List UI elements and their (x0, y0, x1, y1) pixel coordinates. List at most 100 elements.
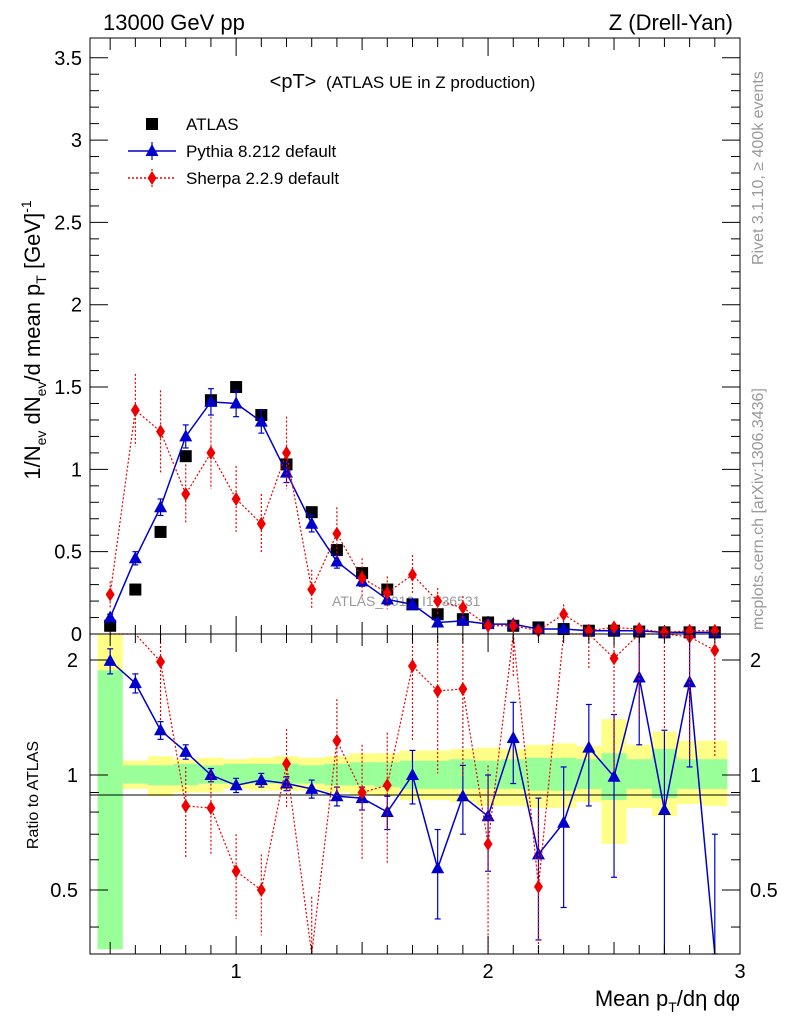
sherpa-point (382, 585, 392, 600)
legend: ATLAS Pythia 8.212 default Sherpa 2.2.9 de… (128, 115, 339, 188)
pythia-ratio-point (607, 769, 621, 782)
x-tick-label: 3 (734, 961, 745, 983)
x-tick-label: 2 (482, 961, 493, 983)
y-tick-label-right: 0.5 (750, 880, 778, 902)
header-right: Z (Drell-Yan) (609, 10, 733, 35)
band-inner-bin (324, 763, 350, 786)
sherpa-ratio-point (231, 864, 241, 879)
sherpa-ratio-point (332, 733, 342, 748)
sherpa-ratio-point (282, 756, 292, 771)
sherpa-point (357, 571, 367, 586)
main-data-marks (103, 373, 722, 640)
ratio-data-marks (103, 629, 720, 955)
band-inner-bin (626, 759, 652, 789)
ratio-y-tick-labels: 0.5 0.5 1 1 2 2 (50, 650, 778, 902)
pythia-ratio-point (179, 744, 193, 757)
pythia-point (305, 516, 319, 529)
y-tick-label: 1 (71, 459, 82, 481)
pythia-ratio-point (229, 778, 243, 791)
x-tick-label: 1 (231, 961, 242, 983)
y-tick-label: 0.5 (54, 542, 82, 564)
pythia-ratio-point (506, 731, 520, 744)
pythia-ratio-point (405, 768, 419, 781)
pythia-ratio-point (380, 805, 394, 818)
sherpa-point (307, 582, 317, 597)
pythia-point (103, 610, 117, 623)
atlas-point (179, 450, 192, 463)
sherpa-point (659, 625, 669, 640)
pythia-point (254, 414, 268, 427)
atlas-point (431, 608, 444, 621)
atlas-point (129, 583, 142, 596)
pythia-ratio-point (456, 789, 470, 802)
legend-marker (145, 144, 159, 156)
sherpa-point (483, 618, 493, 633)
sherpa-point (559, 607, 569, 622)
main-panel-ticks (90, 38, 741, 635)
sherpa-ratio-point (407, 658, 417, 673)
sherpa-point (282, 445, 292, 460)
pythia-point (128, 551, 142, 564)
legend-label: Sherpa 2.2.9 default (186, 169, 339, 188)
pythia-point (405, 597, 419, 610)
pythia-ratio-point (657, 802, 671, 815)
sherpa-ratio-point (710, 643, 720, 658)
sherpa-point (256, 516, 266, 531)
main-y-tick-labels: 0 0.5 1 1.5 2 2.5 3 3.5 (54, 48, 82, 646)
pythia-point (431, 615, 445, 628)
mcplots-label: mcplots.cern.ch [arXiv:1306.3436] (750, 388, 767, 630)
band-inner-bin (147, 765, 174, 786)
pythia-ratio-point (431, 861, 445, 874)
legend-label: ATLAS (186, 115, 239, 134)
sherpa-ratio-point (533, 879, 543, 894)
sherpa-point (332, 526, 342, 541)
pythia-point (179, 429, 193, 442)
band-inner-bin (97, 670, 123, 950)
legend-marker (147, 171, 157, 185)
sherpa-point (231, 491, 241, 506)
legend-label: Pythia 8.212 default (186, 142, 337, 161)
ratio-panel-ticks (90, 634, 741, 954)
ratio-y-axis-label: Ratio to ATLAS (25, 741, 42, 849)
sherpa-ratio-point (156, 654, 166, 669)
sherpa-ratio-point (357, 785, 367, 800)
y-tick-label-right: 1 (750, 765, 761, 787)
pythia-ratio-point (154, 723, 168, 736)
sherpa-ratio-point (382, 778, 392, 793)
ratio-panel: 0.5 0.5 1 1 2 2 1 2 3 Ratio to ATLAS Mean pT/dη… (25, 629, 778, 1015)
sherpa-ratio-point (458, 681, 468, 696)
sherpa-ratio-point (609, 651, 619, 666)
pythia-ratio-point (632, 670, 646, 683)
x-tick-labels: 1 2 3 (231, 961, 746, 983)
atlas-point (330, 544, 343, 557)
pythia-point (330, 554, 344, 567)
main-y-axis-label: 1/Nev dNev/d mean pT [GeV]-1 (18, 200, 49, 480)
chart-subtitle: (ATLAS UE in Z production) (326, 73, 535, 92)
band-inner-bin (223, 763, 249, 784)
pythia-point (229, 396, 243, 409)
pythia-ratio-point (254, 773, 268, 786)
pythia-ratio-point (683, 675, 697, 688)
main-panel: 0 0.5 1 1.5 2 2.5 3 3.5 <pT> (ATLAS UE in Z pro… (18, 37, 741, 646)
atlas-point (154, 525, 167, 538)
y-tick-label: 2 (71, 295, 82, 317)
legend-marker (146, 118, 158, 130)
rivet-label: Rivet 3.1.10, ≥ 400k events (750, 71, 767, 265)
y-tick-label: 3.5 (54, 48, 82, 70)
pythia-ratio-point (103, 653, 117, 666)
sherpa-point (609, 620, 619, 635)
y-tick-label: 0 (71, 624, 82, 646)
sherpa-ratio-point (483, 836, 493, 851)
ratio-panel-frame (89, 633, 741, 955)
y-tick-label: 2.5 (54, 212, 82, 234)
sherpa-point (156, 424, 166, 439)
pythia-point (557, 622, 571, 635)
x-axis-label: Mean pT/dη dφ (595, 986, 740, 1015)
sherpa-ratio-point (256, 883, 266, 898)
band-inner-bin (525, 757, 552, 791)
y-tick-label: 1.5 (54, 377, 82, 399)
sherpa-ratio-point (181, 798, 191, 813)
pythia-point (456, 613, 470, 626)
watermark: ATLAS_2019_I1736531 (332, 593, 481, 609)
